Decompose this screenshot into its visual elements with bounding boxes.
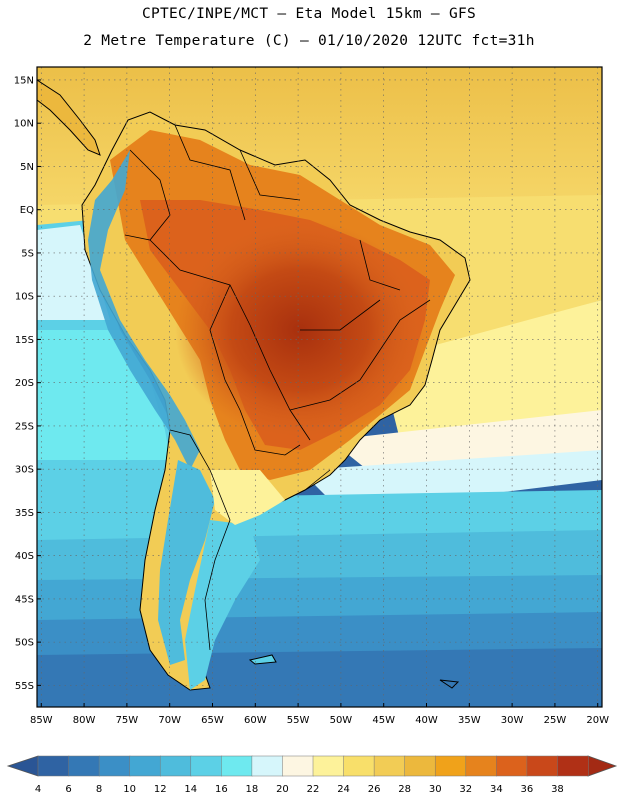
- colorbar-swatch-12: [404, 755, 436, 777]
- lon-label-20W: 20W: [586, 715, 609, 726]
- colorbar-label-8: 8: [96, 784, 102, 795]
- lat-label-15N: 15N: [14, 75, 34, 86]
- lat-label-40S: 40S: [15, 551, 34, 562]
- colorbar-label-28: 28: [398, 784, 411, 795]
- colorbar-label-16: 16: [215, 784, 228, 795]
- lon-label-40W: 40W: [415, 715, 438, 726]
- lon-label-60W: 60W: [244, 715, 267, 726]
- colorbar-label-36: 36: [521, 784, 534, 795]
- country-borders: [124, 124, 431, 651]
- colorbar-swatch-13: [434, 755, 467, 777]
- colorbar-swatch-14: [465, 755, 498, 777]
- colorbar-swatch-5: [190, 755, 223, 777]
- lon-label-50W: 50W: [330, 715, 353, 726]
- colorbar-swatch-11: [373, 755, 406, 777]
- colorbar-label-14: 14: [184, 784, 197, 795]
- lat-label-20S: 20S: [15, 378, 34, 389]
- temperature-field: [37, 67, 602, 707]
- lon-label-65W: 65W: [201, 715, 224, 726]
- graticule: [37, 67, 602, 707]
- colorbar-swatch-1: [68, 755, 100, 777]
- colorbar-swatch-10: [343, 755, 375, 777]
- lat-label-35S: 35S: [15, 508, 34, 519]
- colorbar: [6, 755, 618, 777]
- lat-label-5S: 5S: [21, 248, 34, 259]
- colorbar-label-26: 26: [368, 784, 381, 795]
- colorbar-label-20: 20: [276, 784, 289, 795]
- colorbar-label-18: 18: [246, 784, 259, 795]
- lon-label-55W: 55W: [287, 715, 310, 726]
- colorbar-swatch-7: [251, 755, 284, 777]
- lat-label-45S: 45S: [15, 594, 34, 605]
- colorbar-right-arrow: [587, 755, 618, 777]
- colorbar-swatch-9: [312, 755, 345, 777]
- map-title-line2: 2 Metre Temperature (C) – 01/10/2020 12U…: [83, 33, 535, 49]
- colorbar-swatch-8: [282, 755, 314, 777]
- colorbar-label-34: 34: [490, 784, 503, 795]
- colorbar-left-arrow: [6, 755, 39, 777]
- lon-label-35W: 35W: [458, 715, 481, 726]
- colorbar-label-24: 24: [337, 784, 350, 795]
- lat-label-10S: 10S: [15, 292, 34, 303]
- lat-label-EQ: EQ: [20, 205, 34, 216]
- colorbar-swatch-16: [526, 755, 559, 777]
- lat-label-50S: 50S: [15, 638, 34, 649]
- lon-label-30W: 30W: [501, 715, 524, 726]
- colorbar-swatch-15: [496, 755, 528, 777]
- colorbar-label-38: 38: [551, 784, 564, 795]
- colorbar-swatch-17: [557, 755, 589, 777]
- lon-label-85W: 85W: [30, 715, 53, 726]
- colorbar-label-4: 4: [35, 784, 41, 795]
- lat-label-30S: 30S: [15, 465, 34, 476]
- colorbar-swatch-3: [129, 755, 161, 777]
- latitude-axis: 15N 10N 5N EQ 5S 10S 15S 20S 25S 30S 35S 40S 45S 50S 5…: [14, 75, 41, 692]
- colorbar-label-22: 22: [307, 784, 320, 795]
- colorbar-labels: 4 6 8 10 12 14 16 18 20 22 24 26 28 30 32 34 36 38: [35, 784, 564, 795]
- colorbar-swatch-2: [98, 755, 131, 777]
- lon-label-45W: 45W: [372, 715, 395, 726]
- colorbar-label-12: 12: [154, 784, 167, 795]
- colorbar-label-32: 32: [459, 784, 472, 795]
- lon-label-75W: 75W: [116, 715, 139, 726]
- lon-label-80W: 80W: [73, 715, 96, 726]
- colorbar-swatch-6: [221, 755, 253, 777]
- colorbar-label-30: 30: [429, 784, 442, 795]
- colorbar-label-10: 10: [123, 784, 136, 795]
- colorbar-swatch-0: [37, 755, 70, 777]
- colorbar-swatch-4: [159, 755, 192, 777]
- map-frame: [36, 66, 603, 708]
- lat-label-5N: 5N: [20, 162, 34, 173]
- colorbar-label-6: 6: [65, 784, 71, 795]
- lat-label-55S: 55S: [15, 681, 34, 692]
- lon-label-25W: 25W: [544, 715, 567, 726]
- lat-label-25S: 25S: [15, 421, 34, 432]
- lat-label-15S: 15S: [15, 335, 34, 346]
- lat-label-10N: 10N: [14, 119, 34, 130]
- longitude-axis: 85W 80W 75W 70W 65W 60W 55W 50W 45W 40W 35W 30W 25W 2…: [30, 703, 609, 726]
- lon-label-70W: 70W: [158, 715, 181, 726]
- map-title-line1: CPTEC/INPE/MCT – Eta Model 15km – GFS: [141, 6, 477, 22]
